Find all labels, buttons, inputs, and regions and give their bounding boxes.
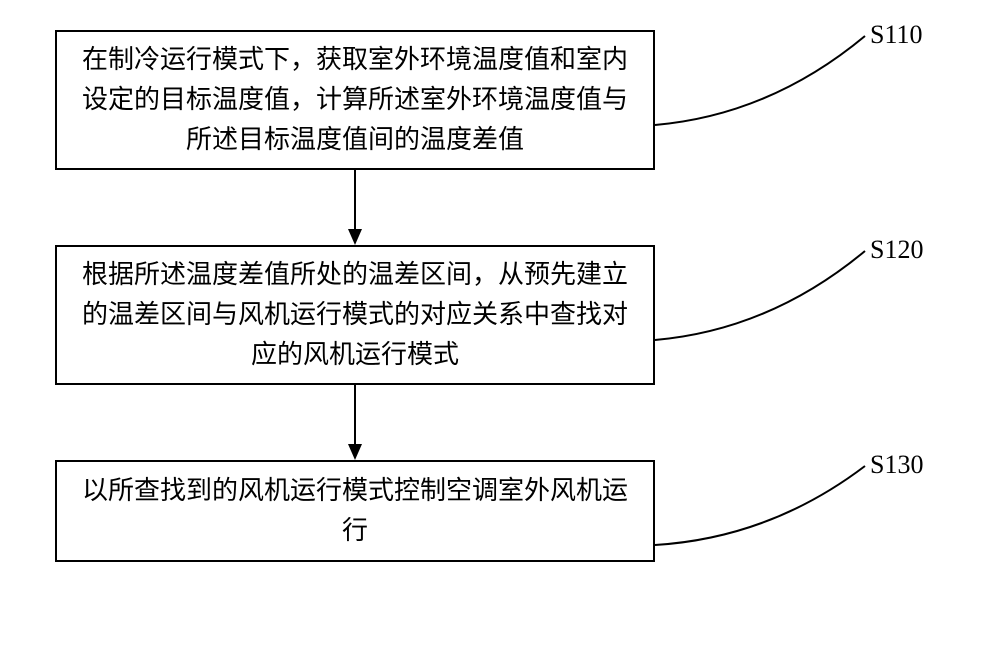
- node-text: 以所查找到的风机运行模式控制空调室外风机运行: [71, 471, 639, 552]
- flowchart-canvas: 在制冷运行模式下，获取室外环境温度值和室内设定的目标温度值，计算所述室外环境温度…: [0, 0, 1000, 650]
- flowchart-node-s130: 以所查找到的风机运行模式控制空调室外风机运行: [55, 460, 655, 562]
- flowchart-node-s120: 根据所述温度差值所处的温差区间，从预先建立的温差区间与风机运行模式的对应关系中查…: [55, 245, 655, 385]
- node-text: 根据所述温度差值所处的温差区间，从预先建立的温差区间与风机运行模式的对应关系中查…: [71, 255, 639, 376]
- step-label-text: S120: [870, 235, 923, 264]
- step-label-text: S130: [870, 450, 923, 479]
- node-text: 在制冷运行模式下，获取室外环境温度值和室内设定的目标温度值，计算所述室外环境温度…: [71, 40, 639, 161]
- step-label-s130: S130: [870, 450, 923, 480]
- flowchart-node-s110: 在制冷运行模式下，获取室外环境温度值和室内设定的目标温度值，计算所述室外环境温度…: [55, 30, 655, 170]
- step-label-s120: S120: [870, 235, 923, 265]
- step-label-s110: S110: [870, 20, 923, 50]
- step-label-text: S110: [870, 20, 923, 49]
